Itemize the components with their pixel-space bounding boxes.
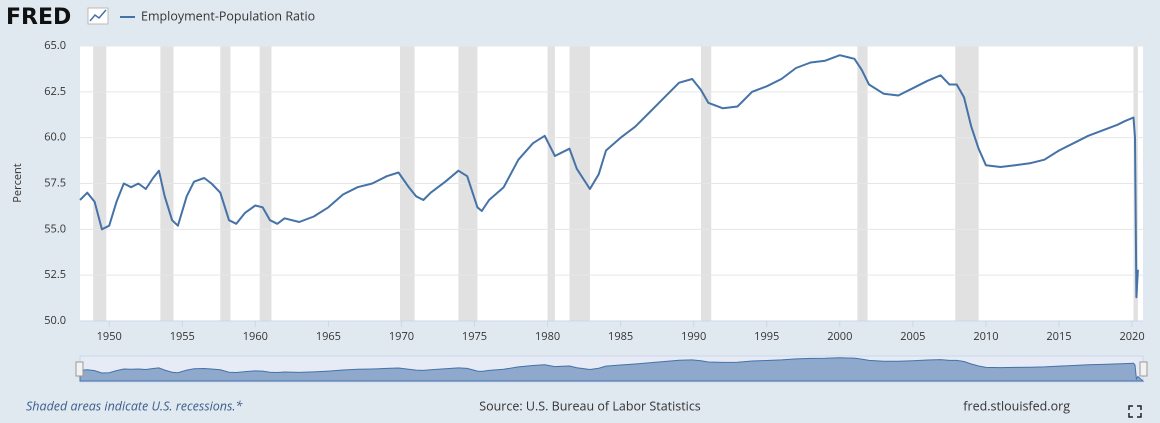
- y-tick-label: 50.0: [44, 313, 66, 328]
- x-tick-label: 2000: [827, 329, 852, 344]
- legend-label: Employment-Population Ratio: [141, 7, 315, 24]
- x-tick-label: 1990: [681, 329, 706, 344]
- y-tick-label: 60.0: [44, 130, 66, 145]
- navigator-handle[interactable]: [1139, 361, 1148, 377]
- y-tick-label: 62.5: [44, 84, 66, 99]
- x-tick-label: 1995: [754, 329, 779, 344]
- x-tick-label: 1965: [316, 329, 341, 344]
- y-tick-label: 55.0: [44, 221, 66, 236]
- x-tick-label: 1950: [97, 329, 122, 344]
- series-line: [79, 54, 1139, 299]
- x-tick-label: 2005: [900, 329, 925, 344]
- x-tick-label: 1955: [170, 329, 195, 344]
- x-tick-label: 1970: [389, 329, 414, 344]
- y-tick-label: 65.0: [44, 38, 66, 53]
- y-tick-label: 52.5: [44, 267, 66, 282]
- logo: FRED: [6, 5, 71, 30]
- x-tick-label: 1960: [243, 329, 268, 344]
- x-tick-label: 2010: [973, 329, 998, 344]
- y-tick-label: 57.5: [44, 175, 66, 190]
- x-tick-label: 2020: [1119, 329, 1144, 344]
- source: Source: U.S. Bureau of Labor Statistics: [479, 397, 701, 414]
- recession-note[interactable]: Shaded areas indicate U.S. recessions.*: [26, 397, 243, 414]
- x-tick-label: 1975: [462, 329, 487, 344]
- y-axis-label: Percent: [10, 163, 25, 202]
- site-link[interactable]: fred.stlouisfed.org: [963, 397, 1070, 414]
- x-tick-label: 1980: [535, 329, 560, 344]
- x-tick-label: 1985: [608, 329, 633, 344]
- logo-icon: [87, 7, 109, 25]
- x-tick-label: 2015: [1046, 329, 1071, 344]
- navigator-handle[interactable]: [75, 361, 84, 377]
- fullscreen-icon[interactable]: [1128, 405, 1142, 418]
- navigator-series: [79, 357, 1145, 382]
